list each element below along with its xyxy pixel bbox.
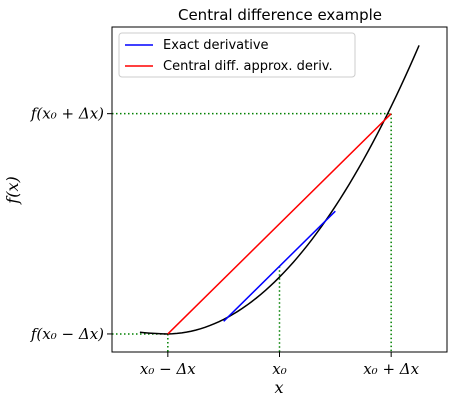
- legend-label-exact-derivative: Exact derivative: [163, 38, 269, 53]
- legend: Exact derivative Central diff. approx. d…: [118, 32, 356, 78]
- x-tick-label-2: x₀ + Δx: [363, 360, 419, 378]
- series-line-0: [139, 45, 420, 335]
- chart-title: Central difference example: [178, 6, 382, 24]
- legend-label-central-diff: Central diff. approx. deriv.: [163, 59, 333, 74]
- x-tick-label-0: x₀ − Δx: [140, 360, 196, 378]
- x-tick-label-1: x₀: [272, 360, 286, 378]
- y-tick-label-0: f(x₀ − Δx): [30, 325, 104, 343]
- guide-lines: [112, 112, 392, 352]
- y-axis-label: f(x): [3, 176, 22, 204]
- legend-box: [118, 32, 356, 78]
- x-axis-ticks: x₀ − Δx x₀ x₀ + Δx: [140, 352, 420, 378]
- x-axis-label: x: [274, 378, 283, 397]
- y-axis-ticks: f(x₀ − Δx) f(x₀ + Δx): [30, 105, 112, 343]
- series-line-1: [223, 210, 336, 322]
- series-line-2: [167, 113, 392, 335]
- y-tick-label-1: f(x₀ + Δx): [30, 105, 104, 123]
- series-layer: [139, 45, 420, 335]
